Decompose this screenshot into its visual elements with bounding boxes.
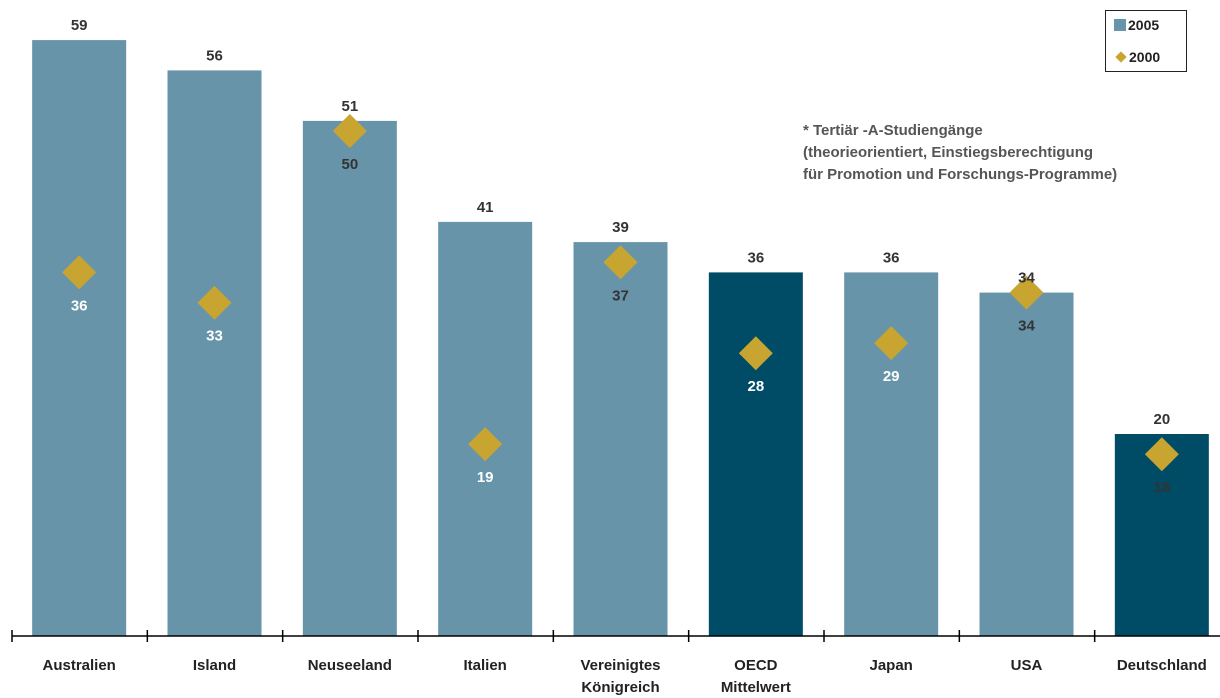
x-tick-label: Australien — [42, 657, 115, 674]
marker-value-label: 50 — [341, 156, 358, 173]
bar-value-label: 36 — [747, 249, 764, 266]
bar-value-label: 51 — [341, 98, 358, 115]
x-tick-label: Island — [193, 657, 236, 674]
bar-value-label: 39 — [612, 219, 629, 236]
markers-group — [62, 114, 1179, 472]
bar-value-label: 59 — [71, 17, 88, 34]
bar-2005 — [32, 40, 127, 637]
legend-label-2005: 2005 — [1128, 17, 1160, 33]
marker-2000 — [1144, 437, 1179, 472]
marker-value-label: 37 — [612, 287, 629, 304]
marker-2000 — [332, 114, 367, 148]
x-tick-label: Japan — [869, 657, 912, 674]
legend-item-2000: 2000 — [1114, 49, 1160, 65]
x-tick-label: Mittelwert — [721, 679, 791, 696]
x-tick-label: Italien — [463, 657, 506, 674]
bar-value-label: 20 — [1153, 411, 1170, 428]
marker-value-label: 19 — [477, 469, 494, 486]
footnote-line-3: für Promotion und Forschungs-Programme) — [803, 166, 1118, 183]
x-tick-label: Königreich — [581, 679, 659, 696]
x-axis — [11, 630, 1220, 642]
marker-2000 — [874, 326, 909, 361]
legend-swatch-bar — [1114, 19, 1126, 31]
bar-2005 — [167, 70, 262, 636]
marker-value-label: 18 — [1153, 479, 1170, 496]
x-tick-label: Vereinigtes — [580, 657, 660, 674]
bar-value-label: 34 — [1018, 270, 1035, 287]
legend-item-2005: 2005 — [1114, 17, 1159, 33]
bar-2005 — [302, 120, 397, 636]
footnote-line-2: (theorieorientiert, Einstiegsberechtigun… — [803, 144, 1094, 161]
labels-group: 59 36 Australien 56 33 Island 51 50 Neuseeland 41… — [42, 17, 1206, 696]
bar-value-label: 56 — [206, 47, 223, 64]
legend: 2005 2000 — [1105, 10, 1187, 72]
marker-2000 — [62, 255, 97, 290]
bar-value-label: 36 — [883, 249, 900, 266]
marker-value-label: 28 — [747, 378, 764, 395]
marker-2000 — [738, 336, 773, 371]
marker-value-label: 29 — [883, 368, 900, 385]
marker-2000 — [603, 245, 638, 280]
marker-2000 — [197, 285, 232, 320]
marker-2000 — [468, 427, 503, 462]
legend-label-2000: 2000 — [1129, 49, 1161, 65]
x-tick-label: USA — [1011, 657, 1043, 674]
bar-2005 — [708, 272, 803, 636]
footnote: * Tertiär -A-Studiengänge (theorieorient… — [803, 120, 1117, 186]
bar-2005 — [573, 242, 668, 636]
footnote-line-1: * Tertiär -A-Studiengänge — [803, 122, 983, 139]
bar-value-label: 41 — [477, 199, 494, 216]
bars-group — [32, 40, 1209, 637]
marker-value-label: 36 — [71, 297, 88, 314]
marker-value-label: 34 — [1018, 318, 1035, 335]
legend-swatch-diamond — [1115, 51, 1127, 63]
marker-value-label: 33 — [206, 328, 223, 345]
bar-2005 — [979, 292, 1074, 636]
x-tick-label: Deutschland — [1117, 657, 1207, 674]
marker-2000 — [1009, 275, 1044, 310]
x-tick-label: OECD — [734, 657, 778, 674]
x-tick-label: Neuseeland — [308, 657, 392, 674]
